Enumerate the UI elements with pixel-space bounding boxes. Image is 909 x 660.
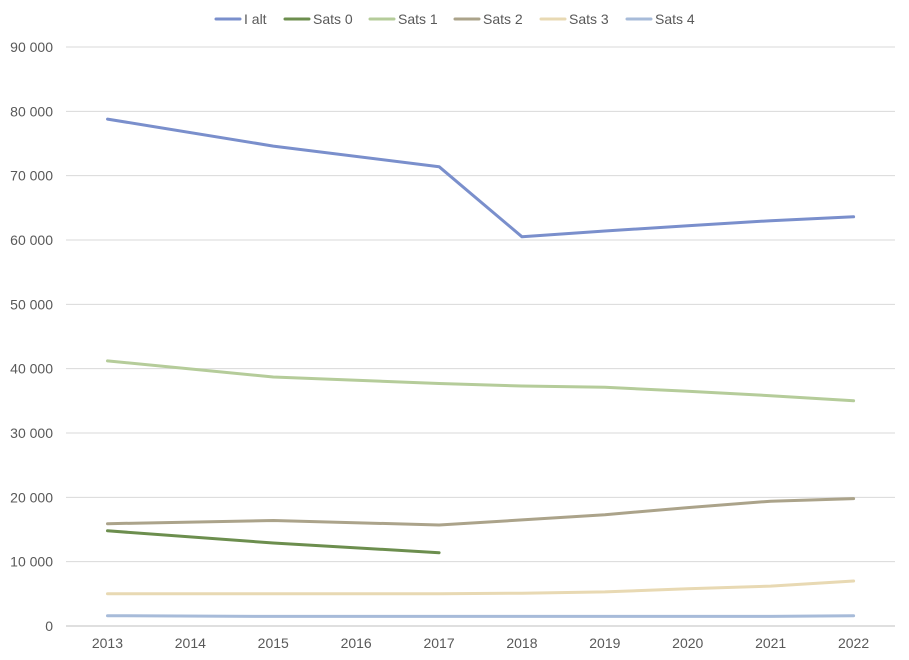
x-tick-label: 2018 (506, 635, 537, 651)
y-tick-label: 90 000 (10, 39, 53, 55)
x-axis-ticks: 2013 2014 2015 2016 2017 2018 2019 2020 2021 2022 (92, 635, 869, 651)
series-line-sats-1 (106, 359, 856, 403)
y-tick-label: 70 000 (10, 168, 53, 184)
legend-item: Sats 4 (625, 11, 695, 27)
y-tick-label: 0 (45, 618, 53, 634)
legend-item: Sats 0 (283, 11, 353, 27)
x-tick-label: 2016 (341, 635, 372, 651)
legend-label: I alt (244, 11, 267, 27)
legend-label: Sats 3 (569, 11, 609, 27)
y-tick-label: 10 000 (10, 554, 53, 570)
x-tick-label: 2020 (672, 635, 703, 651)
legend-label: Sats 4 (655, 11, 695, 27)
y-tick-label: 50 000 (10, 296, 53, 312)
legend-label: Sats 2 (483, 11, 523, 27)
legend-item: Sats 2 (453, 11, 523, 27)
y-tick-label: 60 000 (10, 232, 53, 248)
x-tick-label: 2019 (589, 635, 620, 651)
legend-item: I alt (214, 11, 267, 27)
x-tick-label: 2014 (175, 635, 206, 651)
series-line-sats-0 (106, 529, 441, 555)
series-lines (106, 117, 856, 618)
x-tick-label: 2017 (423, 635, 454, 651)
y-tick-label: 40 000 (10, 361, 53, 377)
series-line-i-alt (106, 117, 856, 239)
series-line-sats-4 (106, 614, 856, 618)
legend-label: Sats 0 (313, 11, 353, 27)
x-tick-label: 2013 (92, 635, 123, 651)
legend-item: Sats 1 (368, 11, 438, 27)
legend: I alt Sats 0 Sats 1 Sats 2 Sats 3 Sats 4 (214, 11, 695, 27)
x-tick-label: 2022 (838, 635, 869, 651)
legend-label: Sats 1 (398, 11, 438, 27)
x-tick-label: 2021 (755, 635, 786, 651)
series-line-sats-2 (106, 497, 856, 527)
y-tick-label: 30 000 (10, 425, 53, 441)
gridlines (66, 46, 895, 627)
y-tick-label: 20 000 (10, 489, 53, 505)
series-line-sats-3 (106, 579, 856, 596)
y-axis-ticks: 0 10 000 20 000 30 000 40 000 50 000 60 000 70 … (10, 39, 53, 634)
y-tick-label: 80 000 (10, 103, 53, 119)
x-tick-label: 2015 (258, 635, 289, 651)
legend-item: Sats 3 (539, 11, 609, 27)
